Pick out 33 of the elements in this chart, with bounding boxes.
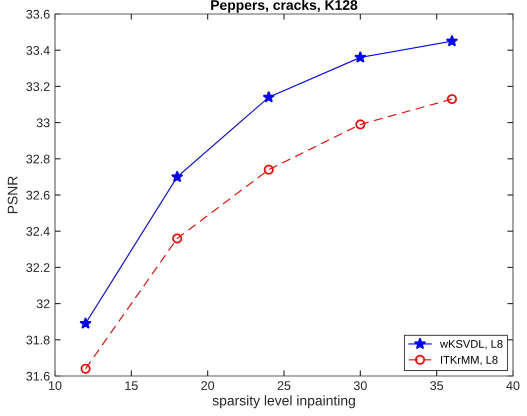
y-tick-label: 33.2 (26, 82, 50, 92)
y-axis-title: PSNR (8, 176, 18, 214)
x-tick-label: 20 (201, 381, 214, 390)
point (172, 233, 182, 244)
point (262, 90, 275, 103)
x-tick-label: 10 (49, 381, 62, 390)
y-tick-label: 32.2 (26, 263, 50, 272)
point (264, 164, 274, 175)
y-tick-label: 32.8 (26, 154, 50, 164)
point (446, 94, 457, 104)
y-tick-label: 33.4 (26, 46, 50, 55)
point (79, 317, 92, 329)
x-tick-label: 15 (125, 381, 138, 390)
point (446, 34, 458, 46)
point (80, 364, 91, 374)
point (355, 119, 366, 130)
y-tick-label: 33 (36, 118, 50, 128)
x-tick-label: 30 (354, 381, 367, 390)
y-tick-label: 33.6 (26, 10, 50, 19)
x-axis-title: sparsity level inpainting (212, 395, 355, 408)
x-tick-label: 40 (506, 381, 520, 390)
point (354, 51, 366, 63)
y-tick-label: 31.6 (26, 372, 50, 381)
y-tick-label: 31.8 (26, 336, 50, 344)
y-tick-label: 32.4 (26, 227, 50, 236)
chart-title: Peppers, cracks, K128 (211, 0, 358, 13)
y-tick-label: 32 (36, 299, 50, 308)
y-tick-label: 32.6 (26, 190, 50, 200)
legend-label: ITKrMM, L8 (441, 356, 498, 366)
point (171, 170, 184, 182)
legend-label: wKSVDL, L8 (440, 340, 503, 350)
x-tick-label: 35 (430, 381, 444, 390)
x-tick-label: 25 (278, 381, 290, 390)
